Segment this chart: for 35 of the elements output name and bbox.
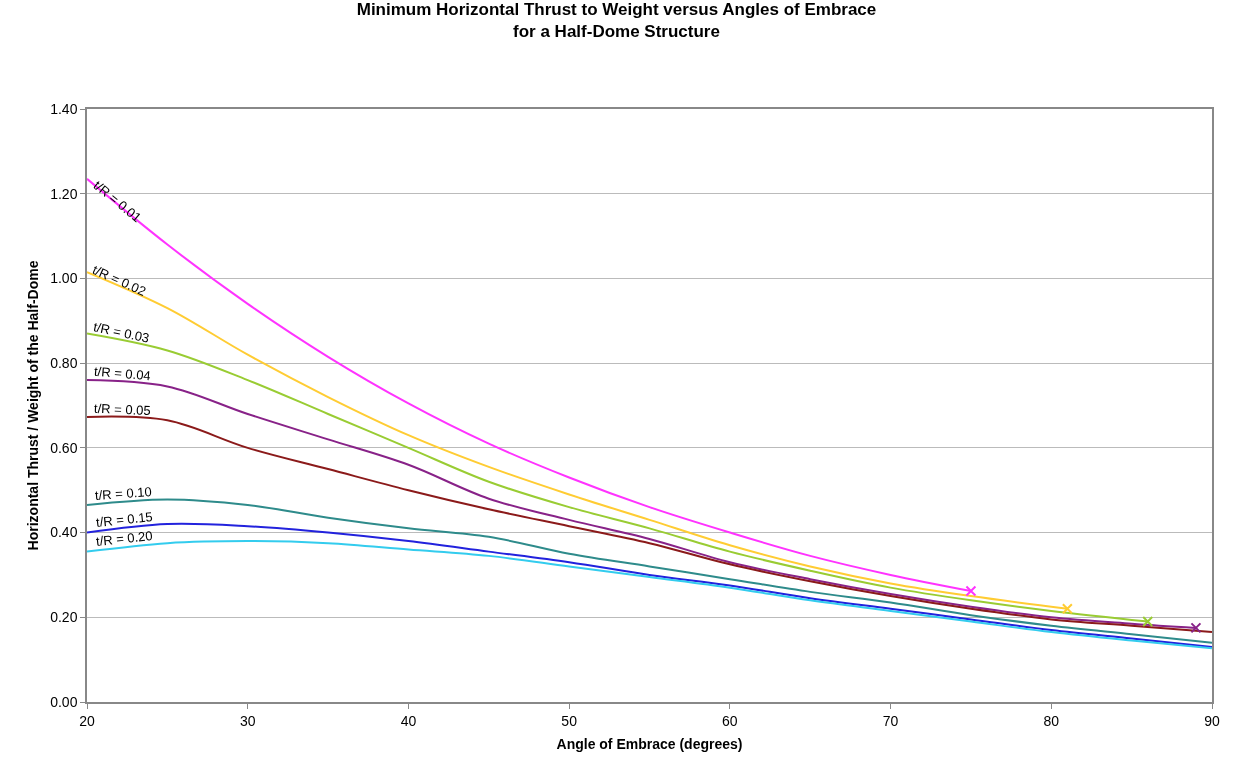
y-tick-label: 0.80 xyxy=(50,355,78,372)
x-tick-label: 50 xyxy=(561,712,578,729)
x-tick-label: 80 xyxy=(1043,712,1060,729)
y-tick-label: 1.40 xyxy=(50,100,78,117)
text: t/R = 0.20 xyxy=(95,528,154,549)
point xyxy=(1190,622,1202,634)
point xyxy=(965,585,977,597)
x-tick-label: 70 xyxy=(882,712,899,729)
x-tick-label: 40 xyxy=(400,712,417,729)
x-tick-label: 30 xyxy=(239,712,256,729)
point xyxy=(1061,603,1073,615)
text: t/R = 0.01 xyxy=(90,177,145,226)
text: t/R = 0.03 xyxy=(92,319,151,346)
series-label: t/R = 0.05 xyxy=(93,400,152,419)
y-tick-label: 0.40 xyxy=(50,524,78,541)
x-tick-label: 20 xyxy=(79,712,95,729)
y-tick-label: 0.00 xyxy=(50,693,78,710)
y-tick-label: 0.60 xyxy=(50,439,78,456)
line-series xyxy=(87,379,1197,629)
x-tick-label: 60 xyxy=(722,712,738,729)
y-axis-title: Horizontal Thrust / Weight of the Half-Dome xyxy=(25,260,42,551)
y-tick-label: 1.20 xyxy=(50,185,78,202)
y-tick-label: 0.20 xyxy=(50,609,78,626)
line-series xyxy=(87,498,1212,644)
chart-title: Minimum Horizontal Thrust to Weight versus Angles of Embrace for a Half-Dome Structure xyxy=(356,0,877,42)
text: t/R = 0.02 xyxy=(90,261,149,299)
line-series xyxy=(87,415,1212,634)
x-tick-label: 90 xyxy=(1204,712,1220,729)
text: t/R = 0.15 xyxy=(95,509,154,530)
series-label: t/R = 0.10 xyxy=(94,484,153,503)
series-label: t/R = 0.04 xyxy=(93,363,152,384)
y-tick-label: 1.00 xyxy=(50,270,78,287)
point xyxy=(1142,616,1154,628)
line-series xyxy=(87,177,972,593)
x-axis-title: Angle of Embrace (degrees) xyxy=(556,736,743,753)
